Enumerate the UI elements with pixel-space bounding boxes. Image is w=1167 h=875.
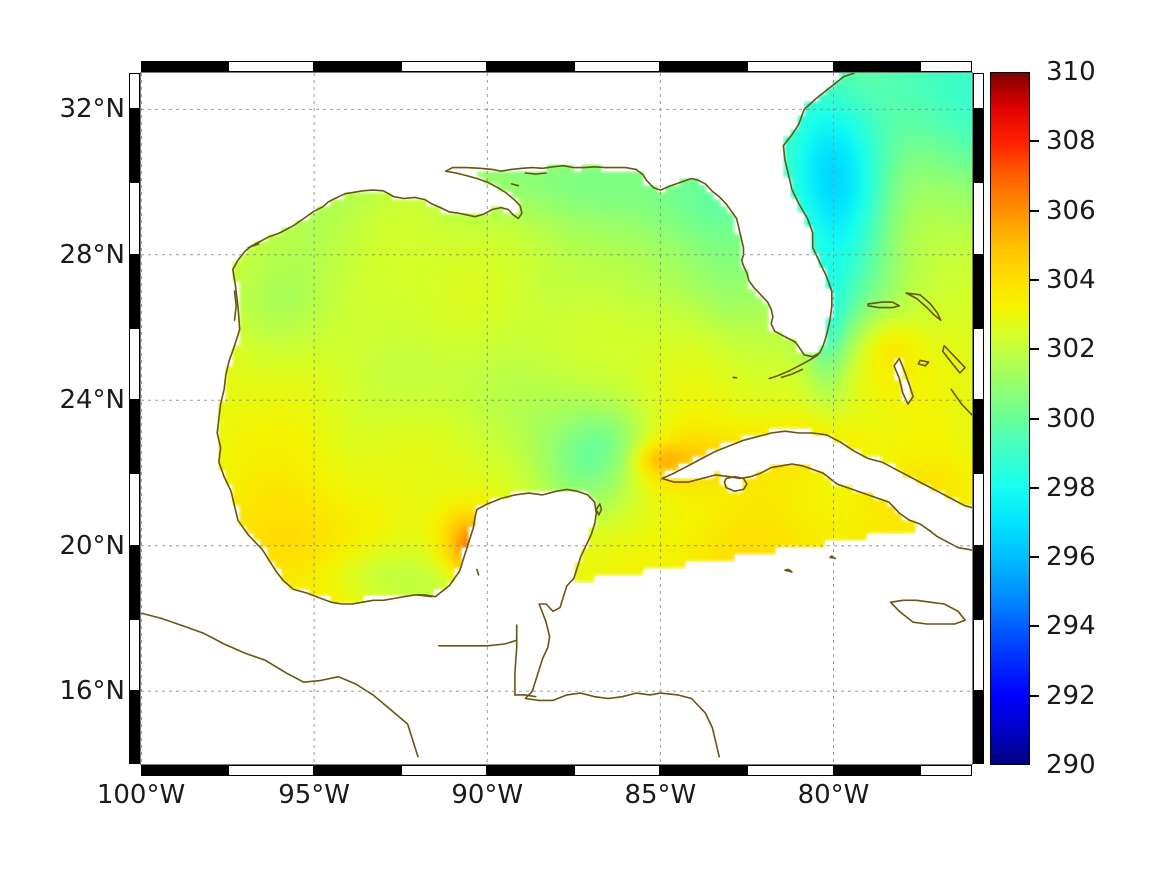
axis-checker-segment bbox=[973, 254, 984, 328]
colorbar-tick-label: 294 bbox=[1046, 611, 1096, 642]
axis-checker-segment bbox=[973, 327, 984, 401]
axis-checker-segment bbox=[400, 61, 488, 72]
axis-checker-segment bbox=[573, 61, 661, 72]
axis-checker-segment bbox=[314, 765, 401, 776]
map-axes[interactable] bbox=[140, 72, 973, 765]
x-tick-label: 100°W bbox=[96, 780, 186, 810]
axis-checker-segment bbox=[660, 61, 747, 72]
axis-checker-segment bbox=[227, 765, 315, 776]
colorbar-tick-label: 298 bbox=[1046, 472, 1096, 503]
axis-checker-segment bbox=[129, 473, 140, 546]
axis-checker-segment bbox=[973, 691, 984, 764]
y-tick-label: 32°N bbox=[59, 94, 125, 125]
axis-checker-segment bbox=[129, 545, 140, 619]
axis-checker-segment bbox=[833, 765, 921, 776]
axis-checker-segment bbox=[660, 765, 747, 776]
x-tick-label: 80°W bbox=[797, 780, 870, 810]
axis-checker-segment bbox=[973, 545, 984, 619]
axis-checker-segment bbox=[129, 109, 140, 183]
colorbar-tick-label: 290 bbox=[1046, 750, 1096, 780]
colorbar-tick-mark bbox=[1030, 625, 1039, 628]
axis-checker-segment bbox=[129, 618, 140, 692]
axis-checker-segment bbox=[400, 765, 488, 776]
axis-checker-segment bbox=[314, 61, 401, 72]
colorbar-tick-mark bbox=[1030, 556, 1039, 559]
colorbar-tick-mark bbox=[1030, 486, 1039, 489]
y-tick-label: 16°N bbox=[59, 676, 125, 707]
axis-checker-segment bbox=[833, 61, 921, 72]
axis-checker-segment bbox=[746, 61, 834, 72]
x-tick-label: 95°W bbox=[278, 780, 351, 810]
y-tick-label: 24°N bbox=[59, 385, 125, 416]
axis-checker-segment bbox=[973, 618, 984, 692]
axis-checker-segment bbox=[973, 109, 984, 183]
axis-checker-segment bbox=[129, 254, 140, 328]
axis-checker-segment bbox=[973, 400, 984, 474]
axis-checker-segment bbox=[129, 400, 140, 474]
axis-checker-bottom bbox=[140, 765, 973, 776]
colorbar-tick-label: 306 bbox=[1046, 195, 1096, 226]
map-data-viewport bbox=[141, 73, 972, 764]
colorbar-tick-label: 304 bbox=[1046, 264, 1096, 295]
colorbar-tick-label: 302 bbox=[1046, 334, 1096, 365]
axis-checker-segment bbox=[746, 765, 834, 776]
axis-checker-segment bbox=[227, 61, 315, 72]
colorbar-tick-label: 308 bbox=[1046, 126, 1096, 157]
colorbar-tick-label: 310 bbox=[1046, 57, 1096, 87]
colorbar-tick-mark bbox=[1030, 209, 1039, 212]
x-tick-label: 85°W bbox=[624, 780, 697, 810]
colorbar[interactable]: 310 308 306 304 302 300 298 296 294 292 290 bbox=[990, 59, 1096, 778]
axis-checker-left bbox=[129, 72, 140, 765]
colorbar-tick-mark bbox=[1030, 694, 1039, 697]
colorbar-gradient bbox=[990, 72, 1030, 765]
y-tick-label: 28°N bbox=[59, 239, 125, 270]
colorbar-tick-mark bbox=[1030, 417, 1039, 420]
axis-checker-segment bbox=[141, 765, 228, 776]
axis-checker-segment bbox=[141, 61, 228, 72]
axis-checker-segment bbox=[573, 765, 661, 776]
x-tick-label: 90°W bbox=[451, 780, 524, 810]
colorbar-tick-mark bbox=[1030, 278, 1039, 281]
axis-checker-top bbox=[140, 61, 973, 72]
axis-checker-segment bbox=[487, 61, 574, 72]
axis-checker-segment bbox=[487, 765, 574, 776]
colorbar-tick-label: 292 bbox=[1046, 680, 1096, 711]
axis-checker-right bbox=[973, 72, 984, 765]
axis-checker-segment bbox=[129, 691, 140, 764]
axis-checker-segment bbox=[920, 61, 972, 72]
axis-checker-segment bbox=[973, 73, 984, 110]
axis-checker-segment bbox=[129, 73, 140, 110]
sst-heatmap-canvas bbox=[141, 73, 972, 764]
axis-checker-segment bbox=[129, 182, 140, 255]
axis-checker-segment bbox=[129, 327, 140, 401]
axis-checker-segment bbox=[920, 765, 972, 776]
colorbar-tick-mark bbox=[1030, 140, 1039, 143]
colorbar-tick-label: 300 bbox=[1046, 403, 1096, 434]
y-tick-label: 20°N bbox=[59, 530, 125, 561]
axis-checker-segment bbox=[973, 182, 984, 255]
colorbar-tick-label: 296 bbox=[1046, 542, 1096, 573]
axis-checker-segment bbox=[973, 473, 984, 546]
colorbar-tick-mark bbox=[1030, 348, 1039, 351]
